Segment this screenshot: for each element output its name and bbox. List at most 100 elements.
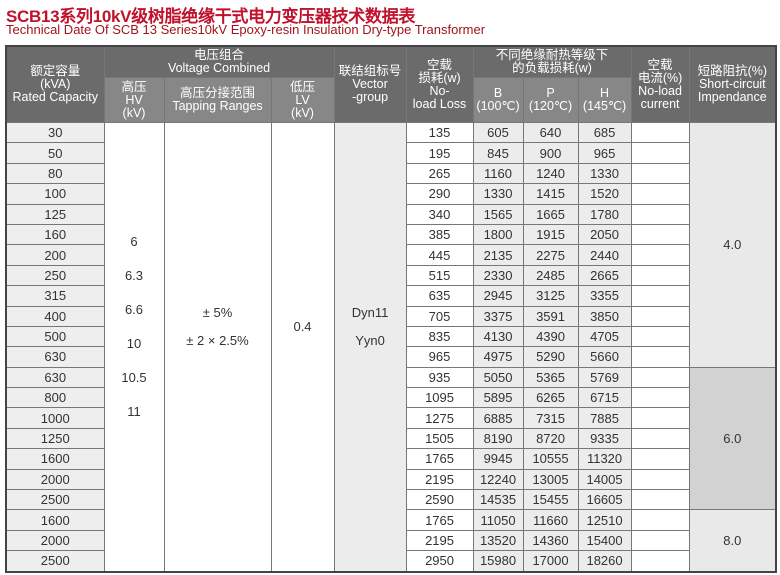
noload-loss-cell: 2590 — [405, 489, 474, 511]
header-line: 短路阻抗(%) — [697, 64, 768, 78]
load-loss-h-cell: 18260 — [577, 550, 632, 573]
tapping-cell: ± 5% ± 2 × 2.5% — [163, 121, 272, 573]
header-tapping: 高压分接范围 Tapping Ranges — [163, 77, 272, 123]
noload-current-cell — [630, 427, 690, 450]
header-hv: 高压 HV (kV) — [103, 77, 165, 123]
capacity-cell: 1600 — [5, 448, 105, 470]
load-loss-b-cell: 1800 — [472, 223, 524, 246]
load-loss-b-cell: 12240 — [472, 468, 524, 491]
load-loss-h-cell: 2440 — [577, 244, 632, 266]
capacity-cell: 1250 — [5, 427, 105, 450]
noload-loss-cell: 195 — [405, 142, 474, 164]
load-loss-p-cell: 5290 — [522, 346, 579, 368]
header-line: Impendance — [697, 90, 767, 104]
load-loss-p-cell: 15455 — [522, 489, 579, 511]
header-line: Short-circuit — [698, 77, 766, 91]
table-row: 160 385 1800 1915 2050 — [5, 223, 777, 246]
noload-current-cell — [630, 142, 690, 164]
impedance-cell: 4.0 — [688, 122, 777, 368]
header-line: 电压组合 — [194, 48, 245, 62]
load-loss-p-cell: 2485 — [522, 264, 579, 287]
header-line: LV — [295, 92, 310, 107]
load-loss-b-cell: 6885 — [472, 407, 524, 429]
noload-loss-cell: 340 — [405, 203, 474, 225]
header-p: P (120℃) — [522, 77, 579, 123]
capacity-cell: 1600 — [5, 509, 105, 531]
header-line: B — [493, 86, 503, 100]
hv-value: 11 — [127, 403, 141, 419]
load-loss-h-cell: 14005 — [577, 468, 632, 491]
load-loss-p-cell: 3125 — [522, 285, 579, 307]
load-loss-b-cell: 9945 — [472, 448, 524, 470]
load-loss-h-cell: 5769 — [577, 366, 632, 389]
load-loss-b-cell: 2330 — [472, 264, 524, 287]
load-loss-b-cell: 1330 — [472, 183, 524, 205]
load-loss-p-cell: 14360 — [522, 529, 579, 552]
capacity-cell: 630 — [5, 366, 105, 389]
spec-table: 额定容量 (kVA) Rated Capacity 电压组合 Voltage Comb… — [5, 45, 778, 573]
load-loss-b-cell: 605 — [472, 121, 524, 144]
noload-loss-cell: 2195 — [405, 468, 474, 491]
header-impedance: 短路阻抗(%) Short-circuit Impendance — [688, 45, 777, 123]
load-loss-p-cell: 7315 — [522, 407, 579, 429]
noload-current-cell — [630, 223, 690, 246]
header-line: 损耗(w) — [418, 70, 461, 85]
load-loss-h-cell: 685 — [577, 121, 632, 144]
noload-loss-cell: 1095 — [405, 387, 474, 409]
load-loss-h-cell: 6715 — [577, 387, 632, 409]
header-line: 额定容量 — [30, 64, 81, 78]
header-load-loss: 不同绝缘耐热等级下 的负载损耗(w) — [472, 45, 632, 78]
load-loss-p-cell: 1665 — [522, 203, 579, 225]
noload-loss-cell: 265 — [405, 162, 474, 185]
load-loss-b-cell: 11050 — [472, 509, 524, 531]
noload-loss-cell: 1505 — [405, 427, 474, 450]
noload-loss-cell: 385 — [405, 223, 474, 246]
noload-loss-cell: 1275 — [405, 407, 474, 429]
load-loss-h-cell: 965 — [577, 142, 632, 164]
table-row: 500 835 4130 4390 4705 — [5, 325, 776, 348]
noload-current-cell — [630, 550, 690, 573]
header-line: (100℃) — [476, 99, 520, 113]
noload-current-cell — [630, 366, 690, 389]
capacity-cell: 630 — [5, 346, 105, 368]
noload-loss-cell: 135 — [405, 121, 474, 144]
header-line: 电流(%) — [637, 70, 683, 85]
load-loss-b-cell: 2135 — [472, 244, 524, 266]
capacity-cell: 1000 — [5, 407, 105, 429]
load-loss-p-cell: 900 — [522, 142, 579, 164]
capacity-cell: 800 — [5, 387, 105, 409]
capacity-cell: 160 — [5, 223, 105, 246]
header-line: (145℃) — [582, 99, 627, 113]
noload-loss-cell: 445 — [405, 244, 474, 266]
noload-loss-cell: 515 — [405, 264, 474, 287]
load-loss-h-cell: 2050 — [577, 223, 632, 246]
load-loss-b-cell: 5050 — [472, 366, 524, 389]
load-loss-p-cell: 3591 — [522, 305, 579, 327]
header-line: (kV) — [291, 105, 314, 120]
load-loss-h-cell: 9335 — [577, 427, 632, 450]
page-title: SCB13系列10kV级树脂绝缘干式电力变压器技术数据表 — [6, 7, 416, 26]
load-loss-p-cell: 17000 — [522, 550, 579, 573]
noload-loss-cell: 705 — [405, 305, 474, 327]
hv-value: 10 — [126, 335, 142, 351]
table-row: 2500 2950 15980 17000 18260 — [5, 550, 776, 573]
noload-loss-cell: 835 — [405, 325, 474, 348]
capacity-cell: 80 — [5, 162, 105, 185]
hv-value: 6.6 — [124, 301, 144, 317]
capacity-cell: 30 — [5, 121, 105, 144]
load-loss-h-cell: 1780 — [577, 203, 632, 225]
header-line: No- — [429, 83, 450, 98]
header-line: current — [640, 96, 680, 111]
table-row: 200 445 2135 2275 2440 — [5, 244, 776, 266]
table-row: 30 6 6.3 6.6 10 10.5 11 ± 5% ± 2 × 2.5% 0.4 Dyn11 Y… — [5, 121, 777, 573]
load-loss-h-cell: 5660 — [577, 346, 632, 368]
noload-current-cell — [630, 468, 690, 491]
capacity-cell: 500 — [5, 325, 105, 348]
noload-current-cell — [630, 162, 690, 185]
noload-current-cell — [630, 183, 690, 205]
table-row: 2000 2195 13520 14360 15400 — [5, 529, 776, 552]
noload-current-cell — [630, 121, 690, 144]
table-row: 630 935 5050 5365 5769 6.0 — [5, 366, 777, 511]
load-loss-b-cell: 8190 — [472, 427, 524, 450]
capacity-cell: 250 — [5, 264, 105, 287]
